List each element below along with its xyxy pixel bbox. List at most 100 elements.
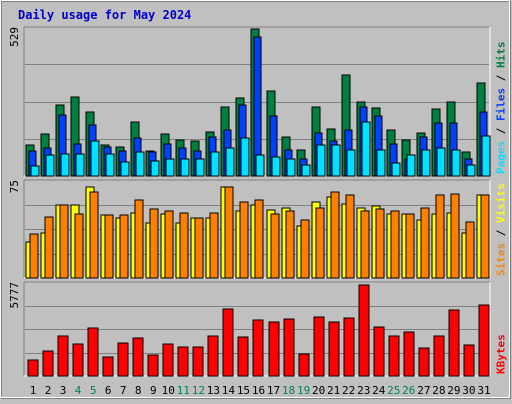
panel-kbytes: 5777 KBytes	[8, 281, 507, 377]
bar-pages	[331, 144, 341, 177]
bar-kbytes	[27, 359, 39, 377]
bar-sites	[480, 194, 490, 279]
bar-kbytes	[448, 309, 460, 377]
bar-kbytes	[358, 284, 370, 377]
bar-kbytes	[192, 346, 204, 377]
bar-kbytes	[298, 353, 310, 377]
bar-sites	[224, 186, 234, 279]
bar-sites	[435, 194, 445, 279]
bar-pages	[195, 158, 205, 177]
day-label: 25	[387, 384, 400, 397]
day-label: 16	[252, 384, 265, 397]
bar-sites	[149, 208, 159, 279]
bar-pages	[225, 147, 235, 177]
bar-kbytes	[478, 304, 490, 377]
day-label: 7	[120, 384, 127, 397]
day-label: 24	[372, 384, 386, 397]
series-legend: KBytes	[494, 334, 507, 374]
bar-kbytes	[268, 321, 280, 377]
day-label: 1	[30, 384, 37, 397]
bar-sites	[179, 212, 189, 279]
day-label: 12	[192, 384, 205, 397]
bar-sites	[209, 212, 219, 279]
legend-separator: /	[494, 68, 507, 88]
bar-pages	[391, 162, 401, 177]
bar-kbytes	[102, 356, 114, 377]
bar-pages	[60, 153, 70, 177]
bar-kbytes	[403, 331, 415, 377]
day-label: 26	[402, 384, 415, 397]
bar-pages	[120, 161, 130, 177]
bar-pages	[451, 149, 461, 177]
bar-sites	[270, 213, 280, 279]
bar-kbytes	[147, 354, 159, 377]
legend-separator: /	[494, 121, 507, 141]
day-label: 9	[150, 384, 157, 397]
bar-kbytes	[222, 308, 234, 377]
legend-sites: Sites	[494, 243, 507, 276]
day-label: 22	[342, 384, 355, 397]
day-label: 21	[327, 384, 340, 397]
bar-sites	[450, 193, 460, 279]
bar-pages	[436, 147, 446, 177]
day-label: 27	[417, 384, 430, 397]
bar-kbytes	[57, 335, 69, 377]
bar-pages	[240, 137, 250, 177]
day-label: 14	[222, 384, 236, 397]
bar-sites	[300, 219, 310, 279]
bar-pages	[346, 149, 356, 177]
bar-pages	[255, 154, 265, 177]
bar-pages	[135, 151, 145, 177]
bar-pages	[316, 144, 326, 177]
bar-pages	[286, 158, 296, 177]
bar-pages	[421, 149, 431, 177]
bar-kbytes	[433, 335, 445, 377]
bar-pages	[361, 121, 371, 177]
y-max-label: 529	[8, 27, 21, 47]
bar-pages	[301, 164, 311, 177]
bar-sites	[375, 208, 385, 279]
bar-pages	[150, 160, 160, 177]
bar-pages	[30, 165, 40, 177]
chart-title: Daily usage for May 2024	[18, 8, 191, 22]
day-label: 23	[357, 384, 370, 397]
bar-kbytes	[463, 344, 475, 377]
bar-sites	[239, 201, 249, 279]
bar-sites	[104, 214, 114, 279]
bar-kbytes	[162, 343, 174, 377]
bar-pages	[210, 151, 220, 177]
bar-sites	[29, 233, 39, 279]
series-legend: Pages / Files / Hits	[494, 42, 507, 175]
y-max-label: 75	[8, 180, 21, 193]
bar-pages	[90, 140, 100, 177]
bar-kbytes	[313, 316, 325, 377]
day-label: 28	[432, 384, 445, 397]
day-label: 3	[60, 384, 67, 397]
bar-sites	[59, 204, 69, 279]
day-label: 30	[462, 384, 475, 397]
bar-kbytes	[252, 319, 264, 377]
bar-pages	[406, 154, 416, 177]
bar-kbytes	[87, 327, 99, 377]
bar-sites	[330, 191, 340, 279]
chart-panels: 529 Pages / Files / Hits 75 Sites / Visits 5…	[8, 26, 507, 377]
bar-sites	[420, 207, 430, 279]
panel-pages-files-hits: 529 Pages / Files / Hits	[8, 26, 507, 177]
legend-files: Files	[494, 88, 507, 121]
day-labels: 1 2 3 4 5 6 7 8 9 10 11 12 13 14 15 16 17 18 19 20 21 22 23 24 2…	[30, 384, 491, 397]
bar-sites	[315, 207, 325, 279]
bar-pages	[105, 153, 115, 177]
day-label: 15	[237, 384, 250, 397]
bar-sites	[89, 191, 99, 279]
bar-kbytes	[328, 321, 340, 377]
bar-sites	[44, 216, 54, 279]
bar-pages	[466, 164, 476, 177]
bar-kbytes	[418, 347, 430, 377]
bar-sites	[194, 217, 204, 279]
bar-kbytes	[42, 350, 54, 377]
bar-sites	[119, 214, 129, 279]
day-label: 8	[135, 384, 142, 397]
